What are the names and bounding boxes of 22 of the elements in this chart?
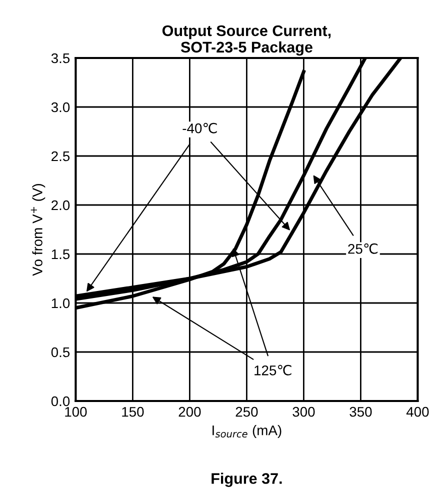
y-axis-title: Vo from V$^{+}$ (V)	[30, 184, 46, 276]
x-tick-label: 200	[178, 406, 201, 417]
x-tick-label: 400	[406, 406, 429, 417]
annotation: -40℃	[182, 122, 217, 134]
caption: Figure 37.	[212, 472, 282, 487]
y-tick-label: 2.0	[52, 200, 70, 210]
annotation: 125℃	[254, 364, 292, 376]
x-tick-label: 300	[292, 406, 315, 417]
y-tick-label: 0.0	[51, 396, 70, 406]
y-tick-label: 0.5	[51, 347, 70, 358]
x-tick-label: 250	[236, 406, 258, 417]
y-tick-label: 1.0	[52, 298, 70, 308]
y-tick-label: 1.5	[52, 249, 70, 260]
x-tick-label: 100	[65, 406, 87, 417]
y-tick-label: 3.5	[51, 53, 70, 64]
annotation: 25℃	[348, 243, 378, 254]
chart-title: Output Source Current, SOT-23-5 Package	[162, 25, 331, 56]
x-tick-label: 350	[350, 406, 372, 417]
x-axis-title: I$_{source}$ (mA)	[212, 425, 282, 438]
y-tick-label: 3.0	[51, 102, 70, 112]
x-tick-label: 150	[122, 406, 144, 417]
y-tick-label: 2.5	[52, 151, 70, 162]
